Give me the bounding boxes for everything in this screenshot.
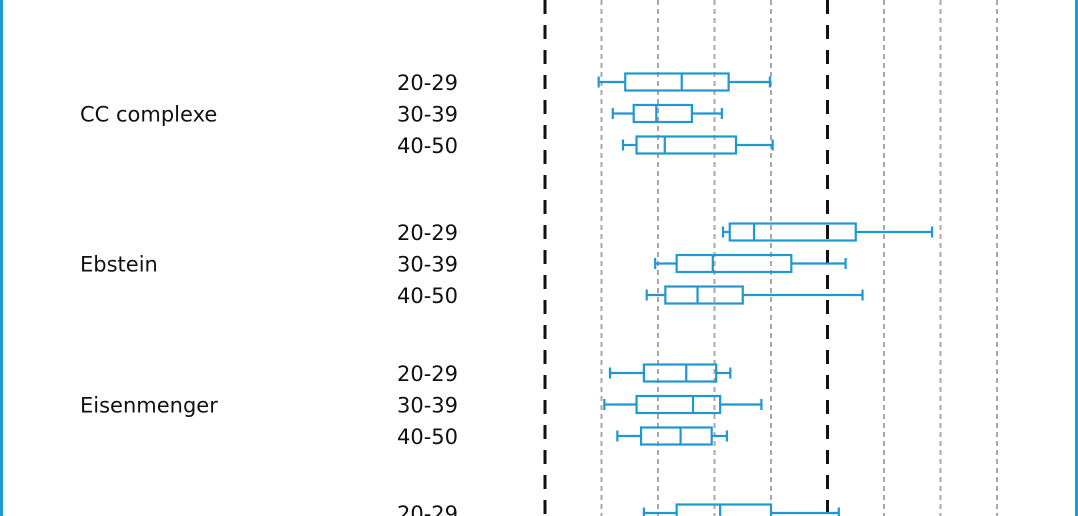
- iqr-box: [632, 103, 694, 124]
- box-plot: [621, 135, 774, 155]
- age-label: 30-39: [397, 253, 458, 277]
- age-label: 20-29: [397, 71, 458, 95]
- age-label: 20-29: [397, 362, 458, 386]
- iqr-box: [728, 222, 857, 242]
- box-plot: [608, 363, 732, 383]
- box-plot: [645, 285, 864, 305]
- iqr-box: [635, 135, 738, 155]
- age-label: 20-29: [397, 502, 458, 516]
- age-label: 20-29: [397, 221, 458, 245]
- box-plot: [597, 72, 771, 92]
- box-plot: [611, 103, 723, 124]
- iqr-box: [624, 72, 730, 92]
- age-label: 40-50: [397, 134, 458, 158]
- age-label: 40-50: [397, 425, 458, 449]
- box-plot: [642, 503, 840, 516]
- iqr-box: [639, 426, 713, 446]
- iqr-box: [642, 363, 718, 383]
- age-label: 30-39: [397, 103, 458, 127]
- iqr-box: [675, 503, 773, 516]
- group-label: CC complexe: [80, 103, 217, 127]
- box-plot: [603, 394, 763, 415]
- box-plot: [654, 253, 847, 274]
- age-label: 30-39: [397, 394, 458, 418]
- group-label: Eisenmenger: [80, 394, 218, 418]
- box-plot: [721, 222, 934, 242]
- iqr-box: [675, 253, 793, 274]
- group-label: Ebstein: [80, 253, 158, 277]
- iqr-box: [664, 285, 744, 305]
- iqr-box: [635, 394, 722, 415]
- age-label: 40-50: [397, 284, 458, 308]
- box-plot: [616, 426, 729, 446]
